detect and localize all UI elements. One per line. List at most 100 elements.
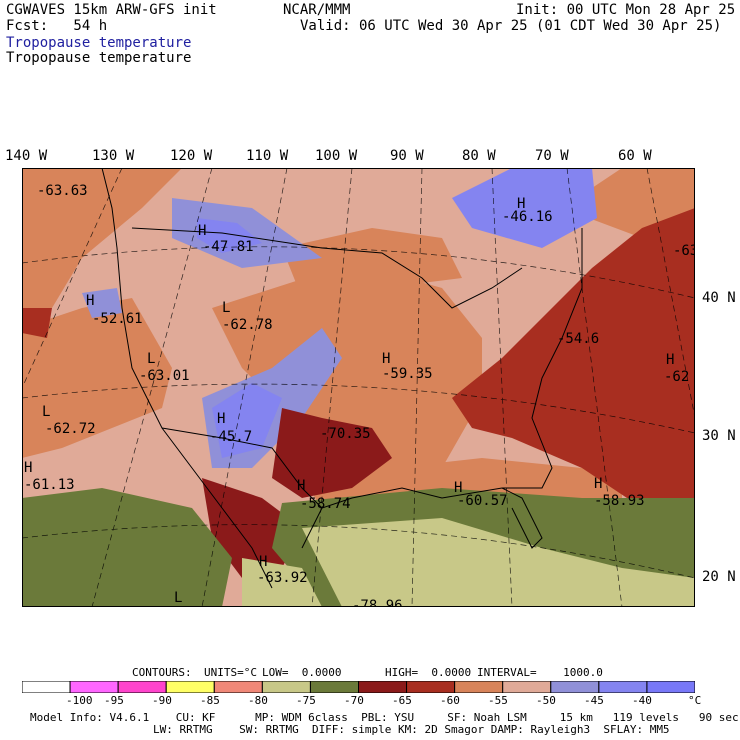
colorbar-tick: -45 bbox=[584, 694, 604, 707]
contours-label: CONTOURS: bbox=[132, 666, 192, 679]
border-mexico bbox=[161, 427, 323, 509]
graticule-lon-110 bbox=[201, 168, 288, 607]
graticule-lat-40 bbox=[22, 246, 695, 299]
center-type: L bbox=[42, 404, 50, 420]
colorbar-swatch bbox=[213, 681, 263, 693]
colorbar-swatch bbox=[117, 681, 167, 693]
center-value: -47.81 bbox=[203, 239, 254, 255]
coastline-east bbox=[301, 228, 583, 549]
graticule-lon-120 bbox=[91, 168, 213, 607]
field-band-west bbox=[22, 168, 182, 318]
lon-label: 140 W bbox=[5, 148, 48, 164]
graticule-lat-20 bbox=[22, 524, 695, 579]
colorbar-tick: -60 bbox=[440, 694, 460, 707]
center-value: -63.63 bbox=[37, 183, 88, 199]
graticule-lon-80 bbox=[491, 168, 513, 607]
lon-label: 90 W bbox=[390, 148, 424, 164]
model-info-line2: LW: RRTMG SW: RRTMG DIFF: simple KM: 2D … bbox=[153, 723, 670, 736]
center-type: L bbox=[147, 351, 155, 367]
center-value: -63 bbox=[673, 243, 695, 259]
center-value: -54.6 bbox=[557, 331, 599, 347]
colorbar-tick: -95 bbox=[104, 694, 124, 707]
center-value: -46.16 bbox=[502, 209, 553, 225]
center-value: -45.7 bbox=[210, 429, 252, 445]
field-low-east bbox=[452, 208, 695, 528]
colorbar-swatch bbox=[165, 681, 215, 693]
center-value: -62.78 bbox=[222, 317, 273, 333]
center-type: H bbox=[86, 293, 94, 309]
lon-label: 80 W bbox=[462, 148, 496, 164]
center-type: H bbox=[517, 196, 525, 212]
forecast-hour: Fcst: 54 h bbox=[6, 18, 108, 34]
lon-label: 120 W bbox=[170, 148, 213, 164]
colorbar-tick: -50 bbox=[536, 694, 556, 707]
center-type: H bbox=[198, 223, 206, 239]
center-type: L bbox=[222, 300, 230, 316]
field-title-blue: Tropopause temperature bbox=[6, 35, 192, 51]
colorbar-swatch bbox=[69, 681, 119, 693]
center-type: H bbox=[24, 460, 32, 476]
colorbar-tick: -55 bbox=[488, 694, 508, 707]
colorbar-swatch bbox=[406, 681, 456, 693]
colorbar-tick: -65 bbox=[392, 694, 412, 707]
field-low-west-coast bbox=[22, 308, 52, 338]
center-type: H bbox=[454, 480, 462, 496]
graticule-lon-130 bbox=[22, 168, 123, 389]
lat-label: 40 N bbox=[702, 290, 736, 306]
lon-label: 130 W bbox=[92, 148, 135, 164]
contours-interval: INTERVAL= 1000.0 bbox=[477, 666, 603, 679]
field-title-black: Tropopause temperature bbox=[6, 50, 192, 66]
lat-label: 30 N bbox=[702, 428, 736, 444]
colorbar-tick: -85 bbox=[200, 694, 220, 707]
model-title: CGWAVES 15km ARW-GFS init bbox=[6, 2, 217, 18]
center-type: H bbox=[382, 351, 390, 367]
colorbar-tick: -90 bbox=[152, 694, 172, 707]
field-khaki-mexico bbox=[242, 558, 322, 607]
center-value: -62 bbox=[664, 369, 689, 385]
org-label: NCAR/MMM bbox=[283, 2, 351, 18]
center-type: H bbox=[666, 352, 674, 368]
center-type: L bbox=[174, 590, 182, 606]
lon-label: 70 W bbox=[535, 148, 569, 164]
contours-units: UNITS=°C bbox=[204, 666, 257, 679]
center-type: H bbox=[217, 411, 225, 427]
graticule-lon-70 bbox=[566, 168, 623, 607]
field-low-texas bbox=[272, 408, 392, 498]
colorbar-tick: -80 bbox=[248, 694, 268, 707]
colorbar bbox=[22, 681, 695, 693]
florida bbox=[501, 487, 543, 549]
field-band-ne bbox=[562, 168, 695, 238]
colorbar-swatch bbox=[502, 681, 552, 693]
field-khaki-south bbox=[302, 518, 695, 607]
tropopause-temperature-map: H H H L L H H L H H H H H H L -63.63 -46… bbox=[22, 168, 695, 607]
colorbar-swatch bbox=[550, 681, 600, 693]
field-high-west bbox=[82, 288, 122, 318]
center-value: -62.72 bbox=[45, 421, 96, 437]
colorbar-tick: -100 bbox=[66, 694, 93, 707]
valid-time: Valid: 06 UTC Wed 30 Apr 25 (01 CDT Wed … bbox=[300, 18, 722, 34]
graticule-lon-100 bbox=[311, 168, 353, 607]
center-type: H bbox=[297, 478, 305, 494]
center-value: -58.93 bbox=[594, 493, 645, 509]
center-type: H bbox=[594, 476, 602, 492]
field-olive-south bbox=[22, 488, 232, 607]
center-value: -63.92 bbox=[257, 570, 308, 586]
colorbar-swatch bbox=[261, 681, 311, 693]
contours-low: LOW= 0.0000 bbox=[262, 666, 342, 679]
colorbar-swatch bbox=[22, 681, 71, 693]
colorbar-swatch bbox=[358, 681, 408, 693]
colorbar-tick: -75 bbox=[296, 694, 316, 707]
center-value: -52.61 bbox=[92, 311, 143, 327]
field-band-north bbox=[282, 228, 462, 298]
lon-label: 100 W bbox=[315, 148, 358, 164]
center-value: -59.35 bbox=[382, 366, 433, 382]
graticule-lon-90 bbox=[411, 168, 423, 607]
coastline-west bbox=[101, 168, 273, 589]
center-value: -58.74 bbox=[300, 496, 351, 512]
colorbar-swatch bbox=[598, 681, 648, 693]
center-type: H bbox=[259, 554, 267, 570]
colorbar-tick: -70 bbox=[344, 694, 364, 707]
colorbar-unit: °C bbox=[688, 694, 702, 707]
colorbar-swatch bbox=[454, 681, 504, 693]
map-frame bbox=[22, 168, 695, 607]
